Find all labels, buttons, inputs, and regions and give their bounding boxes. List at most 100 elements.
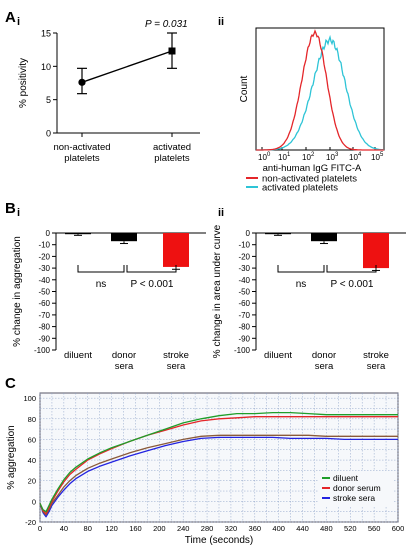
aii-x-tick-label: 10	[326, 153, 335, 162]
bii-bracket-ns-label: ns	[296, 279, 307, 290]
ai-y-tick-label: 10	[41, 62, 51, 72]
bi-x-tick-label-line: diluent	[64, 350, 92, 361]
aii-x-tick-label: 10	[258, 153, 267, 162]
bi-bracket-ns-label: ns	[96, 279, 107, 290]
bi-bar	[111, 233, 137, 242]
c-x-axis-label: Time (seconds)	[185, 535, 254, 546]
bi-y-tick-label: -40	[38, 276, 50, 285]
ai-y-tick-label: 15	[41, 29, 51, 39]
c-x-tick-label: 600	[392, 524, 405, 533]
bii-y-tick-label: -40	[238, 276, 250, 285]
aii-plot-frame	[255, 27, 385, 151]
bi-x-tick-label-line: sera	[167, 361, 186, 372]
ai-x-tick-label-line: non-activated	[53, 142, 110, 153]
ai-point-square	[168, 47, 176, 55]
bii-y-tick-label: -80	[238, 323, 250, 332]
bii-y-tick-label: -60	[238, 299, 250, 308]
bi-y-tick-label: -90	[38, 334, 50, 343]
aii-x-tick-label: 10	[302, 153, 311, 162]
c-x-tick-label: 120	[105, 524, 118, 533]
c-legend-box	[318, 471, 394, 507]
bi-bar	[163, 233, 189, 267]
aii-x-tick-exponent: 5	[380, 152, 384, 158]
c-x-tick-label: 280	[201, 524, 214, 533]
c-series-line-stroke-sera	[39, 436, 398, 518]
bii-x-tick-label: diluent	[264, 350, 292, 361]
bii-x-tick-label-line: diluent	[264, 350, 292, 361]
panel-ai-chart: P = 0.031 0 5 10 15 % positivity non-activate…	[18, 19, 200, 164]
c-legend-label: diluent	[333, 473, 359, 483]
aii-x-tick-label: 10	[278, 153, 287, 162]
aii-x-tick-exponent: 2	[311, 152, 315, 158]
aii-legend-label: non-activated platelets	[262, 174, 357, 185]
aii-x-tick-exponent: 0	[267, 152, 271, 158]
ai-x-tick-label-line: platelets	[154, 153, 190, 164]
c-x-tick-label: 160	[129, 524, 142, 533]
c-x-tick-label: 360	[249, 524, 262, 533]
c-x-tick-label: 40	[60, 524, 68, 533]
bii-x-tick-label-line: sera	[315, 361, 334, 372]
bi-y-axis-label: % change in aggregation	[12, 236, 23, 347]
aii-curve-non-activated	[256, 29, 384, 151]
bi-x-tick-label: donor sera	[112, 350, 136, 372]
bi-x-tick-label-line: donor	[112, 350, 136, 361]
bii-x-tick-label-line: donor	[312, 350, 336, 361]
bii-x-tick-label: donor sera	[312, 350, 336, 372]
c-x-tick-label: 440	[296, 524, 309, 533]
c-y-tick-label: 60	[28, 435, 36, 444]
bii-y-tick-label: -70	[238, 311, 250, 320]
bii-y-tick-label: -30	[238, 264, 250, 273]
ai-connecting-line	[81, 50, 173, 83]
c-x-tick-label: 0	[38, 524, 42, 533]
aii-x-axis-label: anti-human IgG FITC-A	[263, 163, 362, 174]
aii-x-tick-label: 10	[349, 153, 358, 162]
bii-x-tick-label: stroke sera	[363, 350, 389, 372]
c-series-line-unlabeled	[39, 434, 398, 516]
ai-x-tick-label: activated platelets	[153, 142, 191, 164]
c-x-tick-label: 560	[368, 524, 381, 533]
bii-bar	[363, 233, 389, 269]
bi-x-tick-label: diluent	[64, 350, 92, 361]
ai-y-axis-label: % positivity	[18, 58, 29, 108]
c-x-tick-label: 240	[177, 524, 190, 533]
bii-y-tick-label: -100	[234, 346, 251, 355]
c-x-tick-label: 520	[344, 524, 357, 533]
c-y-tick-label: -20	[25, 518, 36, 527]
bii-bracket-p	[326, 265, 377, 273]
bi-bracket-p-label: P < 0.001	[131, 279, 174, 290]
bi-y-tick-label: -80	[38, 323, 50, 332]
bii-bracket-ns	[277, 265, 325, 273]
bii-y-tick-label: 0	[246, 229, 251, 238]
c-y-axis-label: % aggregation	[6, 425, 17, 490]
c-x-tick-label: 400	[272, 524, 285, 533]
bii-y-axis-label: % change in area under curve	[212, 224, 223, 358]
c-y-tick-label: 100	[23, 394, 36, 403]
c-series-line-diluent	[39, 411, 398, 513]
c-legend-label: stroke sera	[333, 493, 375, 503]
bi-y-tick-label: -100	[34, 346, 51, 355]
c-x-tick-label: 320	[225, 524, 238, 533]
c-y-tick-label: 20	[28, 477, 36, 486]
c-x-tick-label: 480	[320, 524, 333, 533]
panel-label-Aii: ii	[218, 16, 224, 28]
panel-label-Bi: i	[17, 207, 20, 219]
ai-y-tick-label: 5	[46, 95, 51, 105]
aii-legend-label: activated platelets	[262, 183, 338, 194]
aii-x-tick-label: 10	[371, 153, 380, 162]
bi-y-tick-label: -70	[38, 311, 50, 320]
bi-bracket-p	[126, 265, 177, 273]
ai-x-tick-label: non-activated platelets	[53, 142, 110, 164]
bi-y-tick-label: -60	[38, 299, 50, 308]
bi-bracket-ns	[77, 265, 125, 273]
c-x-tick-label: 200	[153, 524, 166, 533]
c-y-tick-label: 40	[28, 456, 36, 465]
bii-y-tick-label: -20	[238, 252, 250, 261]
aii-curve-activated	[256, 34, 385, 151]
panel-label-B: B	[5, 200, 16, 217]
c-x-tick-label: 80	[84, 524, 92, 533]
bii-bar	[265, 233, 291, 235]
bi-x-tick-label-line: sera	[115, 361, 134, 372]
bi-x-tick-label: stroke sera	[163, 350, 189, 372]
